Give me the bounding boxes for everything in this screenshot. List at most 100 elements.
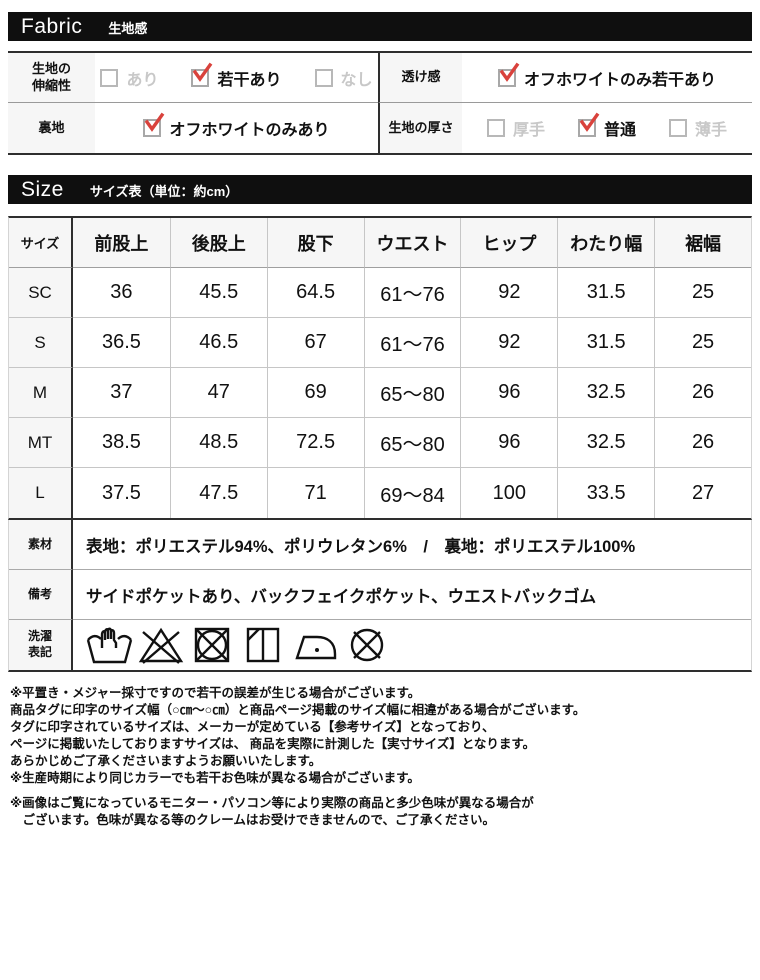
checked-option: オフホワイトのみ若干あり	[497, 62, 716, 90]
size-value-cell: 48.5	[169, 418, 267, 468]
size-value-cell: 64.5	[266, 268, 364, 318]
unchecked-option: なし	[314, 66, 373, 90]
size-value-cell: 31.5	[557, 268, 655, 318]
line-dry-in-shade-icon	[240, 625, 286, 665]
size-value-cell: 100	[460, 468, 557, 518]
size-value-cell: 96	[460, 418, 558, 468]
option-label: 薄手	[695, 122, 728, 139]
size-value-cell: 27	[654, 468, 751, 518]
fabric-options-cell: あり 若干あり なし	[95, 53, 378, 103]
size-title-ja: サイズ表（単位：約cm）	[89, 184, 239, 199]
checkbox-icon	[191, 62, 213, 87]
size-value-cell: 38.5	[73, 418, 170, 468]
size-value-cell: 67	[266, 318, 364, 368]
footnote-line: ページに掲載いたしておりますサイズは、 商品を実際に計測した【実寸サイズ】となり…	[10, 737, 536, 751]
checked-option: 若干あり	[191, 62, 282, 90]
size-value-cell: 31.5	[557, 318, 655, 368]
fabric-table: 生地の 伸縮性 あり 若干あり なし 透け感 オフホワイトのみ若干あり裏地 オフホワイトのみあ…	[8, 51, 752, 155]
detail-row-label: 洗濯 表記	[9, 620, 73, 670]
checked-option: オフホワイトのみあり	[143, 112, 330, 140]
fabric-row-label: 生地の厚さ	[378, 103, 462, 153]
size-value-cell: 61～76	[363, 318, 461, 368]
checkbox-icon	[143, 112, 165, 137]
size-value-cell: 37.5	[101, 481, 141, 504]
size-value-cell: 69	[266, 368, 364, 418]
size-section-header: Size サイズ表（単位：約cm）	[8, 175, 752, 204]
size-value-cell: 71	[266, 468, 364, 518]
red-check-icon	[145, 112, 165, 132]
size-header-cell: わたり幅	[557, 218, 655, 268]
do-not-dry-clean-icon	[344, 625, 390, 665]
footnotes: ※平置き・メジャー採寸ですので若干の誤差が生じる場合がございます。商品タグに印字…	[8, 685, 752, 829]
fabric-section-header: Fabric 生地感	[8, 12, 752, 41]
size-row-label: SC	[9, 268, 73, 318]
size-value-cell: 25	[654, 268, 751, 318]
checkbox-icon	[669, 119, 687, 137]
unchecked-option: 厚手	[486, 116, 545, 140]
size-value-cell: 25	[654, 318, 751, 368]
do-not-bleach-icon	[138, 625, 184, 665]
fabric-row-label: 生地の 伸縮性	[8, 53, 95, 103]
fabric-options-cell: オフホワイトのみ若干あり	[462, 53, 752, 103]
size-row-label: L	[9, 468, 73, 518]
size-table: サイズ 前股上 後股上 股下 ウエスト ヒップ わたり幅 裾幅 SC 36 45.5 64.5 61～7…	[8, 216, 752, 520]
size-value-cell: 46.5	[169, 318, 267, 368]
footnote-line: 商品タグに印字のサイズ幅（○㎝～○㎝）と商品ページ掲載のサイズ幅に相違がある場合…	[10, 703, 586, 717]
footnote-line: ※画像はご覧になっているモニター・パソコン等により実際の商品と多少色味が異なる場…	[10, 796, 534, 810]
iron-low-heat-icon	[291, 625, 339, 665]
option-label: なし	[340, 71, 373, 89]
checked-option: 普通	[577, 112, 636, 140]
footnote-line: ございます。色味が異なる等のクレームはお受けできませんので、ご了承ください。	[10, 813, 496, 827]
size-value-cell: 36	[73, 268, 170, 318]
size-header-cell: サイズ	[9, 218, 73, 268]
size-value-cell: 72.5	[266, 418, 364, 468]
page: Fabric 生地感 生地の 伸縮性 あり 若干あり なし 透け感 オフホワイトのみ若干あり…	[8, 12, 752, 829]
option-label: オフホワイトのみ若干あり	[523, 71, 716, 89]
size-value-cell: 96	[460, 368, 558, 418]
red-check-icon	[499, 62, 520, 82]
detail-row-label: 備考	[9, 570, 73, 620]
footnote-line: あらかじめご了承くださいますようお願いいたします。	[10, 754, 322, 768]
size-value-cell: 69～84	[363, 468, 461, 518]
footnote-line: ※平置き・メジャー採寸ですので若干の誤差が生じる場合がございます。	[10, 686, 421, 700]
size-value-cell: 32.5	[557, 368, 655, 418]
footnote-line: ※生産時期により同じカラーでも若干お色味が異なる場合がございます。	[10, 771, 420, 785]
option-label: 普通	[603, 122, 636, 139]
size-title-en: Size	[21, 177, 64, 201]
checkbox-icon	[314, 68, 333, 87]
fabric-row-label: 透け感	[378, 53, 462, 103]
option-label: オフホワイトのみあり	[169, 122, 330, 139]
size-header-cell: 裾幅	[654, 218, 751, 268]
hand-wash-icon	[86, 625, 133, 665]
size-value-cell: 92	[460, 268, 558, 318]
size-value-cell: 65～80	[363, 418, 461, 468]
detail-row-value: サイドポケットあり、バックフェイクポケット、ウエストバックゴム	[73, 570, 751, 620]
red-check-icon	[579, 112, 600, 132]
size-value-cell: 37	[73, 368, 170, 418]
fabric-options-cell: 厚手 普通 薄手	[462, 103, 752, 153]
size-row-label: S	[9, 318, 73, 368]
care-symbols	[73, 620, 751, 670]
size-row-label: M	[9, 368, 73, 418]
unchecked-option: 薄手	[669, 116, 727, 140]
checkbox-icon	[486, 119, 505, 137]
details-table: 素材 表地：ポリエステル94%、ポリウレタン6% / 裏地：ポリエステル100% 備…	[8, 520, 752, 672]
size-value-cell: 36.5	[73, 318, 170, 368]
fabric-row-label: 裏地	[8, 103, 95, 153]
option-label: 厚手	[512, 122, 545, 139]
size-header-cell: 前股上	[73, 218, 170, 268]
size-value-cell: 92	[460, 318, 558, 368]
detail-row-label: 素材	[9, 520, 73, 570]
size-value-cell: 61～76	[363, 268, 461, 318]
size-value-cell: 65～80	[363, 368, 461, 418]
size-header-cell: ヒップ	[460, 218, 558, 268]
fabric-options-cell: オフホワイトのみあり	[95, 103, 378, 153]
size-value-cell: 26	[654, 418, 751, 468]
footnote-gap	[10, 787, 752, 795]
detail-row-value: 表地：ポリエステル94%、ポリウレタン6% / 裏地：ポリエステル100%	[73, 520, 751, 570]
size-value-cell: 32.5	[557, 418, 655, 468]
unchecked-option: あり	[100, 66, 158, 90]
size-row-label: MT	[9, 418, 73, 468]
footnote-line: タグに印字されているサイズは、メーカーが定めている【参考サイズ】となっており、	[10, 720, 495, 734]
do-not-tumble-dry-icon	[189, 625, 235, 665]
